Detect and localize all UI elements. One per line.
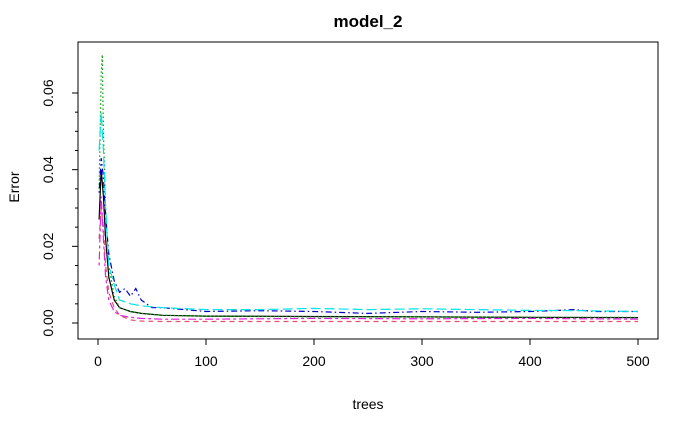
x-tick-label: 0 — [94, 353, 102, 369]
chart-title: model_2 — [334, 12, 403, 31]
series-line-3 — [98, 54, 638, 318]
series-line-2 — [98, 207, 638, 323]
y-tick-label: 0.02 — [40, 232, 56, 259]
x-tick-label: 200 — [302, 353, 326, 369]
series-line-5 — [98, 112, 639, 313]
x-axis-label: trees — [352, 396, 383, 412]
plot-frame — [77, 41, 659, 340]
x-tick-label: 300 — [410, 353, 434, 369]
y-tick-label: 0.04 — [40, 156, 56, 183]
x-tick-label: 400 — [518, 353, 542, 369]
x-tick-label: 100 — [194, 353, 218, 369]
series-line-4 — [98, 158, 638, 315]
y-tick-label: 0.06 — [40, 79, 56, 106]
y-tick-label: 0.00 — [40, 309, 56, 336]
series-layer — [98, 54, 639, 323]
x-tick-label: 500 — [626, 353, 650, 369]
y-axis-label: Error — [6, 171, 22, 202]
